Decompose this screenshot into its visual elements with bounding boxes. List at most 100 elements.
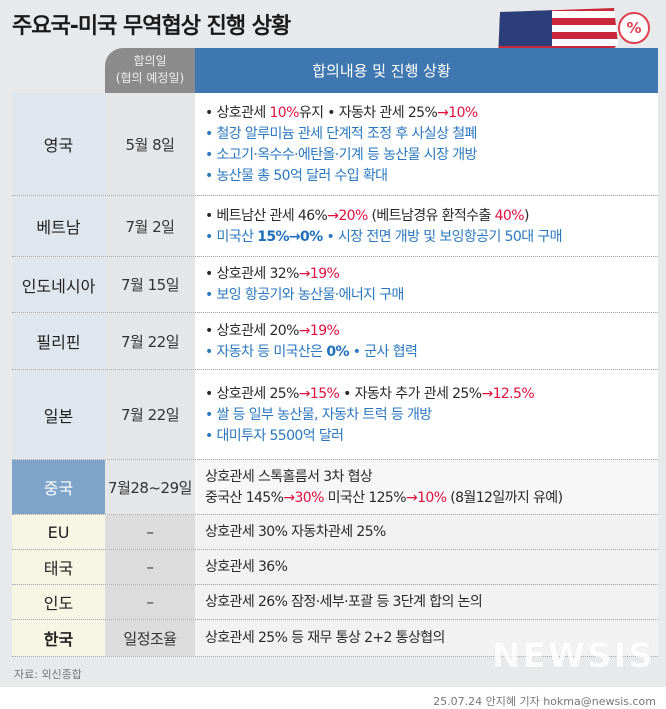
content-segment: →10% <box>437 104 478 121</box>
content-segment: (8월12일까지 유예) <box>446 489 563 506</box>
table-row: 한국 일정조율 상호관세 25% 등 재무 통상 2+2 통상협의 <box>12 620 658 657</box>
header-date-label: 합의일 <box>133 54 167 68</box>
date-cell: – <box>105 515 195 549</box>
content-segment: • 철강 알루미늄 관세 단계적 조정 후 사실상 철폐 <box>205 125 477 142</box>
content-cell: • 베트남산 관세 46%→20% (베트남경유 환적수출 40%) • 미국산 … <box>195 196 658 256</box>
content-cell: • 상호관세 25%→15% • 자동차 추가 관세 25%→12.5% • 쌀 … <box>195 370 658 459</box>
content-line: • 소고기·옥수수·에탄올·기계 등 농산물 시장 개방 <box>205 145 658 166</box>
country-cell: EU <box>12 515 105 549</box>
content-segment: • 상호관세 20% <box>205 322 299 339</box>
content-segment: →19% <box>298 322 340 339</box>
table-row: 베트남 7월 2일 • 베트남산 관세 46%→20% (베트남경유 환적수출 40… <box>12 196 658 257</box>
header-date-sublabel: (협의 예정일) <box>115 71 185 85</box>
content-segment: • 상호관세 32% <box>205 266 299 282</box>
content-segment: • 상호관세 25% <box>205 385 299 402</box>
trade-table: 합의일 (협의 예정일) 합의내용 및 진행 상황 영국 5월 8일 • 상호관세 … <box>12 48 658 657</box>
content-line: 중국산 145%→30% 미국산 125%→10% (8월12일까지 유예) <box>205 488 658 509</box>
table-row: 필리핀 7월 22일 • 상호관세 20%→19% • 자동차 등 미국산은 0% •… <box>12 313 658 370</box>
content-segment: 0% <box>326 343 349 360</box>
header-content: 합의내용 및 진행 상황 <box>195 48 658 93</box>
content-cell: • 상호관세 32%→19% • 보잉 항공기와 농산물·에너지 구매 <box>195 257 658 312</box>
content-segment: →30% <box>283 489 324 506</box>
content-line: 상호관세 스톡홀름서 3차 협상 <box>205 467 658 488</box>
content-line: • 대미투자 5500억 달러 <box>205 426 658 447</box>
date-cell: 5월 8일 <box>105 93 195 195</box>
content-segment: (베트남경유 환적수출 <box>367 207 495 224</box>
table-row: EU – 상호관세 30% 자동차관세 25% <box>12 515 658 550</box>
content-line: • 농산물 총 50억 달러 수입 확대 <box>205 166 658 187</box>
content-segment: 유지 • 자동차 관세 25% <box>298 104 438 121</box>
content-line: • 쌀 등 일부 농산물, 자동차 트럭 등 개방 <box>205 405 658 426</box>
content-segment: • 베트남산 관세 46% <box>205 207 328 224</box>
table-header: 합의일 (협의 예정일) 합의내용 및 진행 상황 <box>12 48 658 93</box>
content-line: • 베트남산 관세 46%→20% (베트남경유 환적수출 40%) <box>205 206 658 227</box>
content-segment: →10% <box>405 489 447 506</box>
content-line: • 상호관세 20%→19% <box>205 321 658 342</box>
date-cell: 7월28~29일 <box>105 460 195 514</box>
content-line: • 자동차 등 미국산은 0% • 군사 협력 <box>205 342 658 363</box>
content-segment: 상호관세 26% 잠정·세부·포괄 등 3단계 합의 논의 <box>205 594 483 610</box>
table-row: 태국 – 상호관세 36% <box>12 550 658 585</box>
date-cell: 7월 15일 <box>105 257 195 312</box>
content-segment: →19% <box>298 266 340 282</box>
content-segment: 상호관세 25% 등 재무 통상 2+2 통상협의 <box>205 630 445 646</box>
content-line: • 상호관세 10%유지 • 자동차 관세 25%→10% <box>205 103 658 124</box>
content-segment: →15% <box>298 385 340 402</box>
header-date: 합의일 (협의 예정일) <box>105 48 195 93</box>
content-line: 상호관세 25% 등 재무 통상 2+2 통상협의 <box>205 628 658 649</box>
page-title: 주요국-미국 무역협상 진행 상황 <box>12 14 291 39</box>
newsis-logo: NEWSIS <box>492 636 655 676</box>
source-note: 자료: 외신종합 <box>14 668 82 681</box>
table-row: 영국 5월 8일 • 상호관세 10%유지 • 자동차 관세 25%→10% • 철강… <box>12 93 658 196</box>
content-cell: • 상호관세 10%유지 • 자동차 관세 25%→10% • 철강 알루미늄 관… <box>195 93 658 195</box>
content-segment: 상호관세 30% 자동차관세 25% <box>205 524 386 540</box>
country-cell: 한국 <box>12 620 105 656</box>
content-segment: • 쌀 등 일부 농산물, 자동차 트럭 등 개방 <box>205 406 432 423</box>
country-cell: 베트남 <box>12 196 105 256</box>
content-segment: • 보잉 항공기와 농산물·에너지 구매 <box>205 287 404 303</box>
table-row: 일본 7월 22일 • 상호관세 25%→15% • 자동차 추가 관세 25%→1… <box>12 370 658 460</box>
content-cell: 상호관세 30% 자동차관세 25% <box>195 515 658 549</box>
content-segment: 미국산 125% <box>323 489 407 506</box>
content-segment: • 시장 전면 개방 및 보잉항공기 50대 구매 <box>322 228 562 245</box>
content-segment: • 자동차 추가 관세 25% <box>339 385 482 402</box>
country-cell: 필리핀 <box>12 313 105 369</box>
content-segment: • 미국산 <box>205 228 258 245</box>
content-line: 상호관세 36% <box>205 557 658 578</box>
content-segment: →12.5% <box>481 385 535 402</box>
date-cell: 7월 22일 <box>105 313 195 369</box>
content-line: • 미국산 15%→0% • 시장 전면 개방 및 보잉항공기 50대 구매 <box>205 227 658 248</box>
percent-badge: % <box>618 12 650 44</box>
content-line: 상호관세 30% 자동차관세 25% <box>205 522 658 543</box>
date-cell: 일정조율 <box>105 620 195 656</box>
date-cell: – <box>105 585 195 619</box>
content-line: • 철강 알루미늄 관세 단계적 조정 후 사실상 철폐 <box>205 124 658 145</box>
date-cell: 7월 2일 <box>105 196 195 256</box>
date-cell: – <box>105 550 195 584</box>
content-segment: • 소고기·옥수수·에탄올·기계 등 농산물 시장 개방 <box>205 146 477 163</box>
country-cell: 인도네시아 <box>12 257 105 312</box>
country-cell: 인도 <box>12 585 105 619</box>
country-cell: 중국 <box>12 460 105 514</box>
content-segment: 중국산 145% <box>205 489 284 506</box>
content-segment: • 군사 협력 <box>348 343 418 360</box>
content-cell: 상호관세 25% 등 재무 통상 2+2 통상협의 <box>195 620 658 656</box>
country-cell: 영국 <box>12 93 105 195</box>
content-line: 상호관세 26% 잠정·세부·포괄 등 3단계 합의 논의 <box>205 592 658 613</box>
content-segment: • 대미투자 5500억 달러 <box>205 427 344 444</box>
table-row: 인도 – 상호관세 26% 잠정·세부·포괄 등 3단계 합의 논의 <box>12 585 658 620</box>
credit-line: 25.07.24 안지혜 기자 hokma@newsis.com <box>433 695 656 708</box>
table-row: 인도네시아 7월 15일 • 상호관세 32%→19% • 보잉 항공기와 농산물·에… <box>12 257 658 313</box>
content-cell: 상호관세 26% 잠정·세부·포괄 등 3단계 합의 논의 <box>195 585 658 619</box>
content-segment: 10% <box>269 104 299 121</box>
country-cell: 태국 <box>12 550 105 584</box>
content-segment: 상호관세 36% <box>205 559 288 575</box>
content-line: • 상호관세 32%→19% <box>205 264 658 285</box>
content-line: • 상호관세 25%→15% • 자동차 추가 관세 25%→12.5% <box>205 384 658 405</box>
date-cell: 7월 22일 <box>105 370 195 459</box>
content-segment: →20% <box>327 207 368 224</box>
content-segment: 상호관세 스톡홀름서 3차 협상 <box>205 468 373 485</box>
content-segment: 15%→0% <box>257 228 323 245</box>
content-segment: • 자동차 등 미국산은 <box>205 343 327 360</box>
